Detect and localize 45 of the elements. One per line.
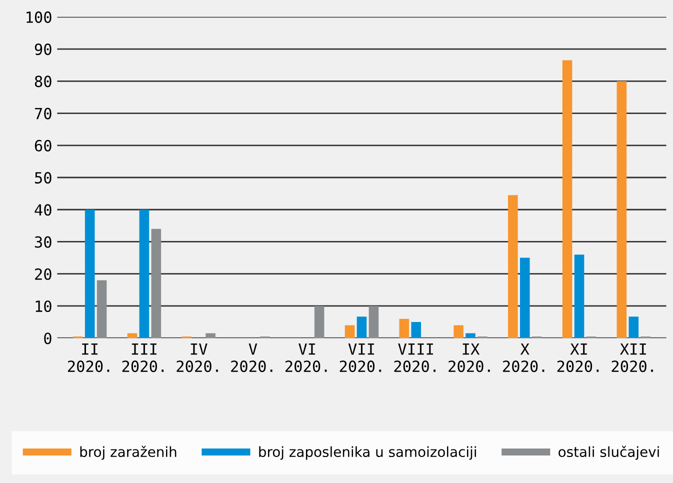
- bar: [628, 316, 639, 338]
- bar: [454, 325, 464, 338]
- legend-label: broj zaraženih: [80, 446, 176, 460]
- bar: [84, 210, 95, 338]
- bar: [151, 228, 162, 338]
- x-tick-label: V 2020.: [231, 344, 272, 372]
- y-tick-label: 40: [34, 204, 52, 216]
- bar: [206, 333, 216, 338]
- y-tick-label: 10: [36, 300, 52, 312]
- x-tick-label: VII 2020.: [340, 344, 382, 372]
- x-tick-label: IX 2020.: [448, 344, 490, 372]
- x-tick-label: X 2020.: [503, 344, 544, 372]
- bar: [411, 322, 422, 338]
- bar: [139, 210, 150, 338]
- y-tick-label: 20: [35, 268, 52, 280]
- bar: [616, 81, 627, 338]
- bar: [96, 280, 107, 338]
- bar: [508, 195, 518, 338]
- x-tick-label: XI 2020.: [557, 344, 599, 372]
- y-tick-label: 80: [34, 76, 52, 88]
- y-tick-label: 90: [34, 44, 52, 56]
- bar: [562, 60, 572, 338]
- x-tick-label: IV 2020.: [176, 344, 218, 372]
- bar: [127, 333, 138, 338]
- y-tick-label: 50: [35, 172, 52, 184]
- bar: [314, 306, 324, 338]
- y-tick-label: 0: [44, 332, 52, 344]
- bar: [574, 254, 584, 338]
- y-tick-label: 60: [34, 140, 52, 152]
- y-tick-label: 30: [34, 236, 52, 248]
- bar: [356, 316, 367, 338]
- bar: [368, 306, 379, 338]
- bar: [344, 325, 355, 338]
- x-tick-label: III 2020.: [122, 344, 164, 372]
- bar: [520, 258, 530, 338]
- legend-label: broj zaposlenika u samoizolaciji: [259, 446, 476, 460]
- x-tick-label: VI 2020.: [285, 344, 327, 372]
- x-tick-label: VIII 2020.: [394, 344, 436, 372]
- x-tick-label: II 2020.: [68, 344, 110, 372]
- x-tick-label: XII 2020.: [612, 344, 653, 372]
- bar: [399, 318, 410, 338]
- bar: [466, 333, 476, 338]
- y-tick-label: 70: [34, 108, 52, 120]
- legend-label: ostali slučajevi: [558, 446, 659, 460]
- y-tick-label: 100: [26, 11, 52, 23]
